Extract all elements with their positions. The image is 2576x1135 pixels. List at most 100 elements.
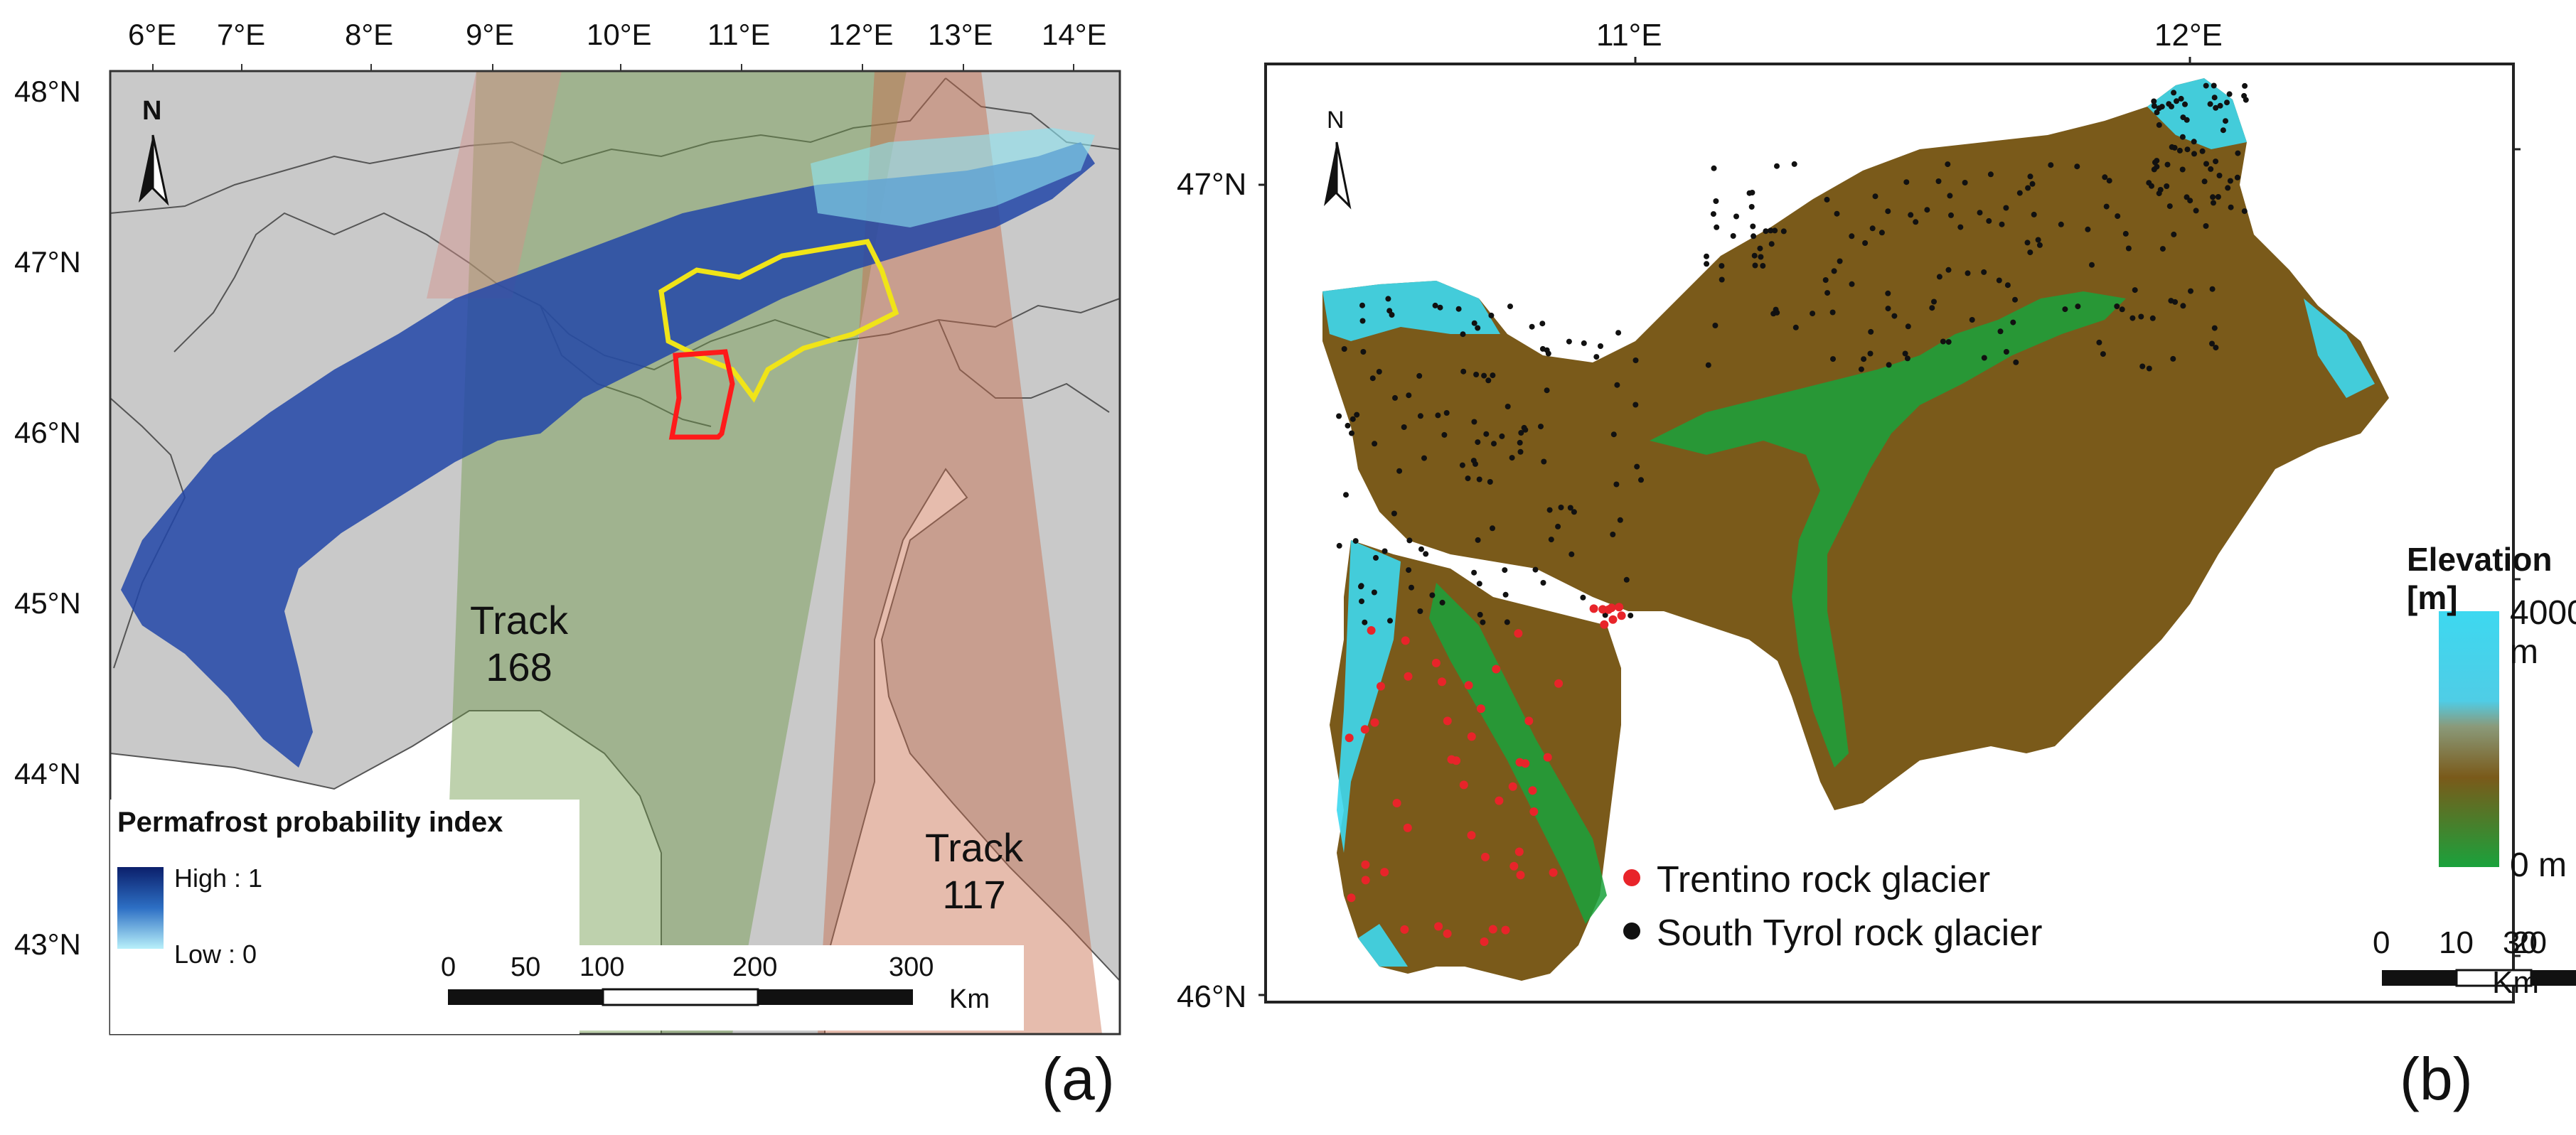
south-tyrol-rock-glacier-point xyxy=(2217,102,2223,109)
scale-unit-a: Km xyxy=(949,984,990,1014)
south-tyrol-rock-glacier-point xyxy=(1429,592,1436,598)
south-tyrol-rock-glacier-point xyxy=(1343,492,1349,498)
south-tyrol-rock-glacier-point xyxy=(1746,190,1753,196)
south-tyrol-rock-glacier-point xyxy=(1902,350,1908,357)
south-tyrol-rock-glacier-point xyxy=(1834,210,1840,217)
south-tyrol-rock-glacier-point xyxy=(1628,613,1634,619)
scale-tick-200: 200 xyxy=(732,952,778,982)
track-168-line2: 168 xyxy=(486,645,552,689)
lat-tick-b-46: 46°N xyxy=(1177,979,1247,1014)
south-tyrol-rock-glacier-point xyxy=(1504,619,1510,625)
south-tyrol-rock-glacier-point xyxy=(1929,305,1935,311)
south-tyrol-rock-glacier-point xyxy=(1752,262,1758,269)
south-tyrol-rock-glacier-point xyxy=(1705,362,1711,368)
south-tyrol-rock-glacier-point xyxy=(2149,315,2156,321)
south-tyrol-rock-glacier-point xyxy=(2213,104,2219,111)
trentino-region xyxy=(1330,540,1621,981)
south-tyrol-rock-glacier-point xyxy=(2029,181,2036,187)
south-tyrol-rock-glacier-point xyxy=(1996,277,2002,284)
trentino-rock-glacier-point xyxy=(1443,716,1452,726)
south-tyrol-rock-glacier-point xyxy=(1945,161,1951,168)
scale-tick-300: 300 xyxy=(889,952,934,982)
south-tyrol-rock-glacier-point xyxy=(1849,233,1855,240)
south-tyrol-rock-glacier-point xyxy=(2164,161,2171,168)
south-tyrol-rock-glacier-point xyxy=(1965,270,1971,276)
south-tyrol-rock-glacier-point xyxy=(1435,412,1441,419)
south-tyrol-rock-glacier-point xyxy=(2193,208,2199,214)
trentino-rock-glacier-point xyxy=(1367,626,1376,635)
south-tyrol-rock-glacier-point xyxy=(1903,179,1910,185)
south-tyrol-rock-glacier-point xyxy=(1460,368,1467,375)
south-tyrol-rock-glacier-point xyxy=(1507,303,1513,310)
trentino-rock-glacier-point xyxy=(1492,665,1501,674)
south-tyrol-rock-glacier-point xyxy=(1571,509,1577,515)
south-tyrol-rock-glacier-point xyxy=(1849,281,1855,287)
south-tyrol-rock-glacier-point xyxy=(2228,204,2234,210)
valley-floors xyxy=(1429,291,2126,924)
south-tyrol-rock-glacier-point xyxy=(1460,331,1466,338)
south-tyrol-rock-glacier-point xyxy=(1341,346,1347,352)
south-tyrol-rock-glacier-point xyxy=(2211,200,2216,206)
south-tyrol-rock-glacier-point xyxy=(1861,356,1867,362)
south-tyrol-rock-glacier-point xyxy=(1760,263,1766,269)
trentino-rock-glacier-point xyxy=(1476,704,1485,714)
trentino-rock-glacier-point xyxy=(1467,831,1476,840)
south-tyrol-rock-glacier-point xyxy=(2031,211,2037,217)
south-tyrol-rock-glacier-point xyxy=(1437,304,1443,311)
trentino-rock-glacier-point xyxy=(1360,725,1369,734)
south-tyrol-rock-glacier-point xyxy=(1566,338,1572,345)
trentino-rock-glacier-point xyxy=(1392,799,1401,807)
south-tyrol-rock-glacier-point xyxy=(1780,228,1787,235)
south-tyrol-rock-glacier-point xyxy=(1610,431,1617,438)
south-tyrol-rock-glacier-point xyxy=(2154,109,2160,116)
south-tyrol-rock-glacier-point xyxy=(1957,224,1964,230)
south-tyrol-rock-glacier-point xyxy=(1417,608,1423,614)
south-tyrol-rock-glacier-point xyxy=(1354,411,1360,418)
south-tyrol-rock-glacier-point xyxy=(2115,213,2121,220)
south-tyrol-rock-glacier-point xyxy=(1632,357,1639,363)
south-tyrol-rock-glacier-point xyxy=(1487,479,1493,485)
south-tyrol-rock-glacier-point xyxy=(1517,448,1524,455)
trentino-rock-glacier-point xyxy=(1516,871,1525,880)
south-tyrol-rock-glacier-point xyxy=(1538,424,1544,430)
south-tyrol-rock-glacier-point xyxy=(1758,254,1764,260)
track-168-label: Track 168 xyxy=(466,597,572,691)
scale-tick-b-20: 20 xyxy=(2512,925,2547,960)
south-tyrol-rock-glacier-point xyxy=(1541,458,1547,465)
trentino-rock-glacier-point xyxy=(1464,681,1473,690)
south-tyrol-rock-glacier-point xyxy=(1981,269,1987,275)
south-tyrol-rock-glacier-point xyxy=(1502,567,1508,574)
south-tyrol-rock-glacier-point xyxy=(1475,439,1481,446)
south-tyrol-rock-glacier-point xyxy=(2106,178,2112,184)
south-tyrol-rock-glacier-point xyxy=(1477,611,1483,618)
south-tyrol-rock-glacier-point xyxy=(1336,413,1342,419)
south-tyrol-rock-glacier-point xyxy=(1387,618,1393,624)
south-tyrol-rock-glacier-point xyxy=(1981,355,1987,361)
south-tyrol-rock-glacier-point xyxy=(1810,311,1816,317)
trentino-rock-glacier-point xyxy=(1345,733,1354,743)
trentino-rock-glacier-point xyxy=(1508,782,1517,791)
trentino-rock-glacier-point xyxy=(1495,796,1504,805)
south-tyrol-rock-glacier-point xyxy=(2227,178,2233,184)
south-tyrol-rock-glacier-point xyxy=(2178,95,2184,102)
trentino-rock-glacier-point xyxy=(1443,929,1452,938)
south-tyrol-rock-glacier-point xyxy=(1602,612,1608,618)
south-tyrol-rock-glacier-point xyxy=(1540,580,1546,586)
south-tyrol-rock-glacier-point xyxy=(2208,166,2214,172)
south-tyrol-rock-glacier-point xyxy=(2125,245,2132,252)
south-tyrol-rock-glacier-point xyxy=(1940,338,1946,345)
south-tyrol-rock-glacier-point xyxy=(1417,413,1423,419)
south-tyrol-rock-glacier-point xyxy=(1617,517,1623,523)
south-tyrol-rock-glacier-point xyxy=(1977,210,1983,216)
south-tyrol-rock-glacier-point xyxy=(1476,476,1482,483)
legend-high-label: High : 1 xyxy=(174,864,263,893)
trentino-rock-glacier-point xyxy=(1589,604,1598,613)
south-tyrol-rock-glacier-point xyxy=(1359,598,1364,605)
south-tyrol-rock-glacier-point xyxy=(1936,274,1942,280)
south-tyrol-rock-glacier-point xyxy=(1774,163,1780,169)
lon-tick-b-11: 11°E xyxy=(1596,18,1662,53)
south-tyrol-rock-glacier-point xyxy=(1719,276,1725,283)
south-tyrol-rock-glacier-point xyxy=(1443,410,1450,416)
south-tyrol-rock-glacier-point xyxy=(2152,159,2158,166)
trentino-rock-glacier-point xyxy=(1434,922,1443,931)
